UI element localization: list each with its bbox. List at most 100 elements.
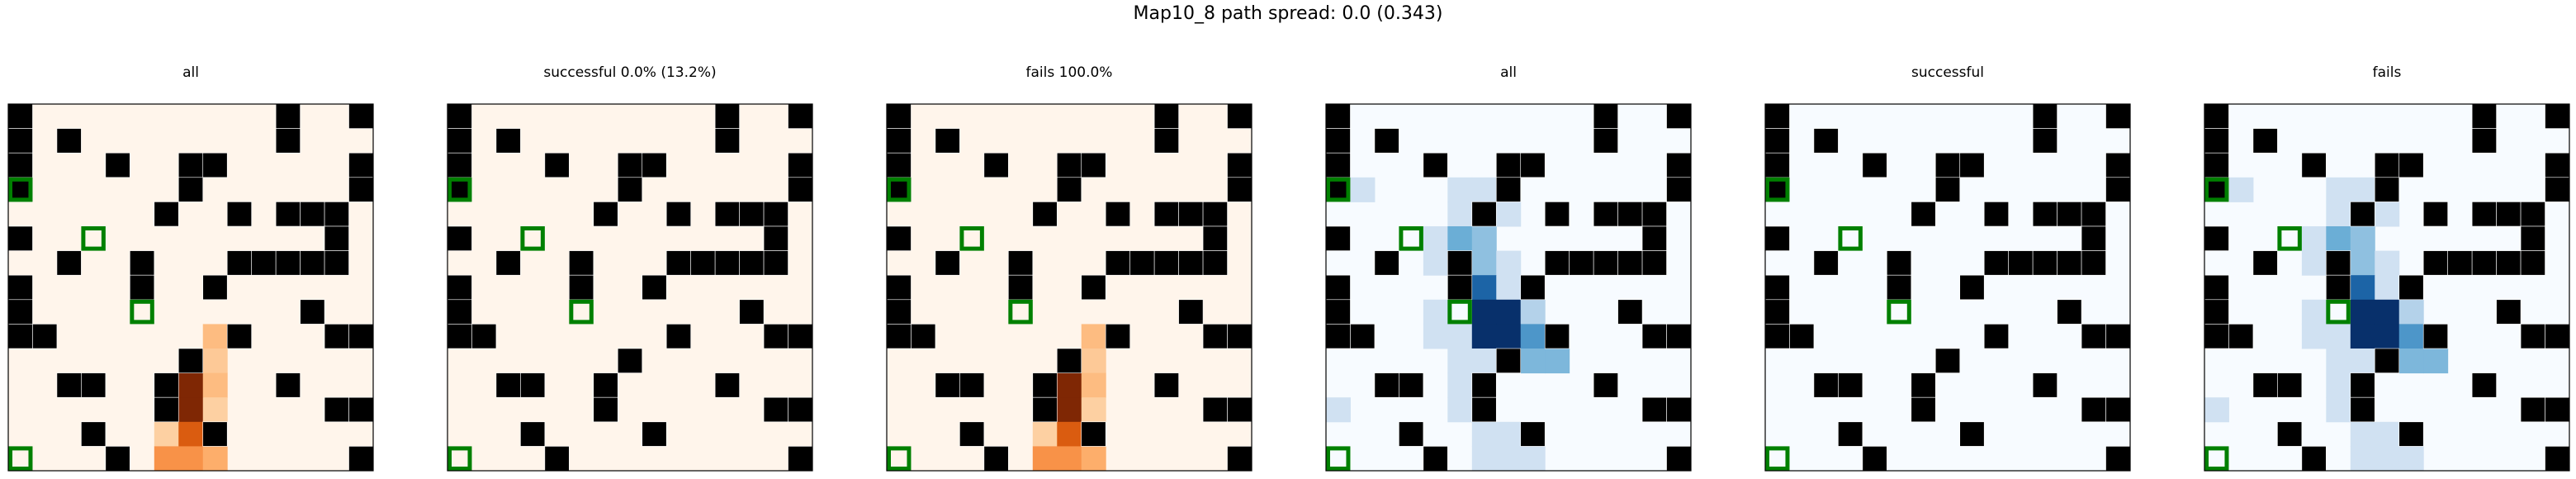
heat-cell [2350, 275, 2375, 301]
target-marker [1326, 446, 1351, 471]
obstacle-cell [300, 202, 325, 227]
obstacle-cell [2471, 128, 2497, 154]
panel-title: fails [2372, 64, 2402, 81]
obstacle-cell [1153, 250, 1179, 276]
obstacle-cell [348, 177, 374, 202]
heat-cell [1423, 324, 1448, 349]
obstacle-cell [1202, 202, 1228, 227]
obstacle-cell [1641, 324, 1667, 349]
heat-cell [202, 446, 228, 472]
obstacle-cell [1153, 103, 1179, 129]
heat-cell [1423, 299, 1448, 325]
obstacle-cell [1105, 324, 1130, 349]
obstacle-cell [130, 250, 155, 276]
obstacle-cell [2496, 299, 2522, 325]
obstacle-cell [447, 103, 472, 129]
heat-cell [2350, 446, 2375, 472]
obstacle-cell [593, 202, 618, 227]
obstacle-cell [1544, 250, 1570, 276]
obstacle-cell [1227, 324, 1252, 349]
obstacle-cell [935, 128, 960, 154]
heat-cell [1447, 349, 1473, 374]
panel-title: successful 0.0% (13.2%) [543, 64, 717, 81]
obstacle-cell [1911, 396, 1936, 423]
obstacle-cell [7, 103, 33, 129]
heat-cell [1496, 299, 1522, 325]
obstacle-cell [959, 372, 985, 398]
obstacle-cell [1617, 250, 1643, 276]
heat-cell [2375, 250, 2400, 276]
obstacle-cell [2008, 250, 2034, 276]
obstacle-cell [1399, 372, 1424, 398]
obstacle-cell [2545, 177, 2570, 202]
obstacle-cell [983, 446, 1009, 472]
heat-cell [1520, 349, 1546, 374]
heat-cell [1447, 324, 1473, 349]
obstacle-cell [2301, 152, 2327, 178]
obstacle-cell [2326, 250, 2351, 276]
obstacle-cell [714, 128, 740, 154]
heat-cell [2326, 349, 2351, 374]
target-marker [1765, 446, 1790, 471]
axes-frame [447, 103, 813, 472]
obstacle-cell [1764, 225, 1790, 251]
obstacle-cell [447, 225, 472, 251]
heat-cell [1471, 177, 1497, 202]
obstacle-cell [1934, 348, 1961, 373]
obstacle-cell [763, 250, 788, 276]
panel-title: all [1500, 64, 1517, 81]
obstacle-cell [1374, 250, 1399, 276]
heat-cell [2350, 349, 2375, 374]
heatmap-panel-fails-blue: fails [2204, 64, 2570, 472]
obstacle-cell [1447, 250, 1473, 276]
target-marker [2204, 446, 2229, 471]
obstacle-cell [1325, 274, 1351, 301]
obstacle-cell [886, 299, 912, 325]
obstacle-cell [1423, 446, 1448, 472]
heat-cell [2204, 397, 2229, 423]
heatmap-panel-all-orange: all [7, 64, 374, 472]
obstacle-cell [690, 250, 716, 276]
obstacle-cell [1202, 225, 1228, 251]
obstacle-cell [7, 324, 33, 349]
target-marker [569, 299, 594, 325]
heat-cell [1496, 446, 1522, 472]
obstacle-cell [1838, 372, 1863, 398]
obstacle-cell [495, 372, 521, 398]
obstacle-cell [983, 152, 1009, 178]
axes-frame [1325, 103, 1692, 472]
obstacle-cell [1593, 202, 1618, 227]
obstacle-cell [2081, 250, 2106, 276]
obstacle-cell [1813, 250, 1839, 276]
heat-cell [1496, 250, 1522, 276]
obstacle-cell [1934, 152, 1961, 178]
obstacle-cell [1666, 103, 1692, 129]
heat-cell [1447, 397, 1473, 423]
obstacle-cell [2057, 250, 2082, 276]
obstacle-cell [2471, 103, 2497, 129]
obstacle-cell [520, 372, 546, 398]
obstacle-cell [2398, 274, 2424, 301]
obstacle-cell [788, 446, 813, 472]
heat-cell [1423, 250, 1448, 276]
obstacle-cell [1423, 152, 1448, 178]
target-marker [1326, 177, 1351, 202]
obstacle-cell [788, 152, 813, 178]
obstacle-cell [56, 372, 82, 398]
obstacle-cell [617, 177, 643, 202]
obstacle-cell [300, 250, 325, 276]
target-marker [8, 177, 33, 202]
obstacle-cell [2398, 152, 2424, 178]
target-marker [130, 299, 154, 325]
obstacle-cell [1959, 421, 1985, 447]
obstacle-cell [886, 128, 912, 154]
heat-cell [1057, 446, 1082, 472]
obstacle-cell [56, 128, 82, 154]
heat-cell [1545, 349, 1570, 374]
target-marker [1447, 299, 1472, 325]
obstacle-cell [1495, 177, 1522, 202]
heat-cell [2350, 421, 2375, 447]
heat-cell [1081, 324, 1106, 349]
obstacle-cell [1032, 372, 1058, 398]
heat-cell [1326, 397, 1351, 423]
